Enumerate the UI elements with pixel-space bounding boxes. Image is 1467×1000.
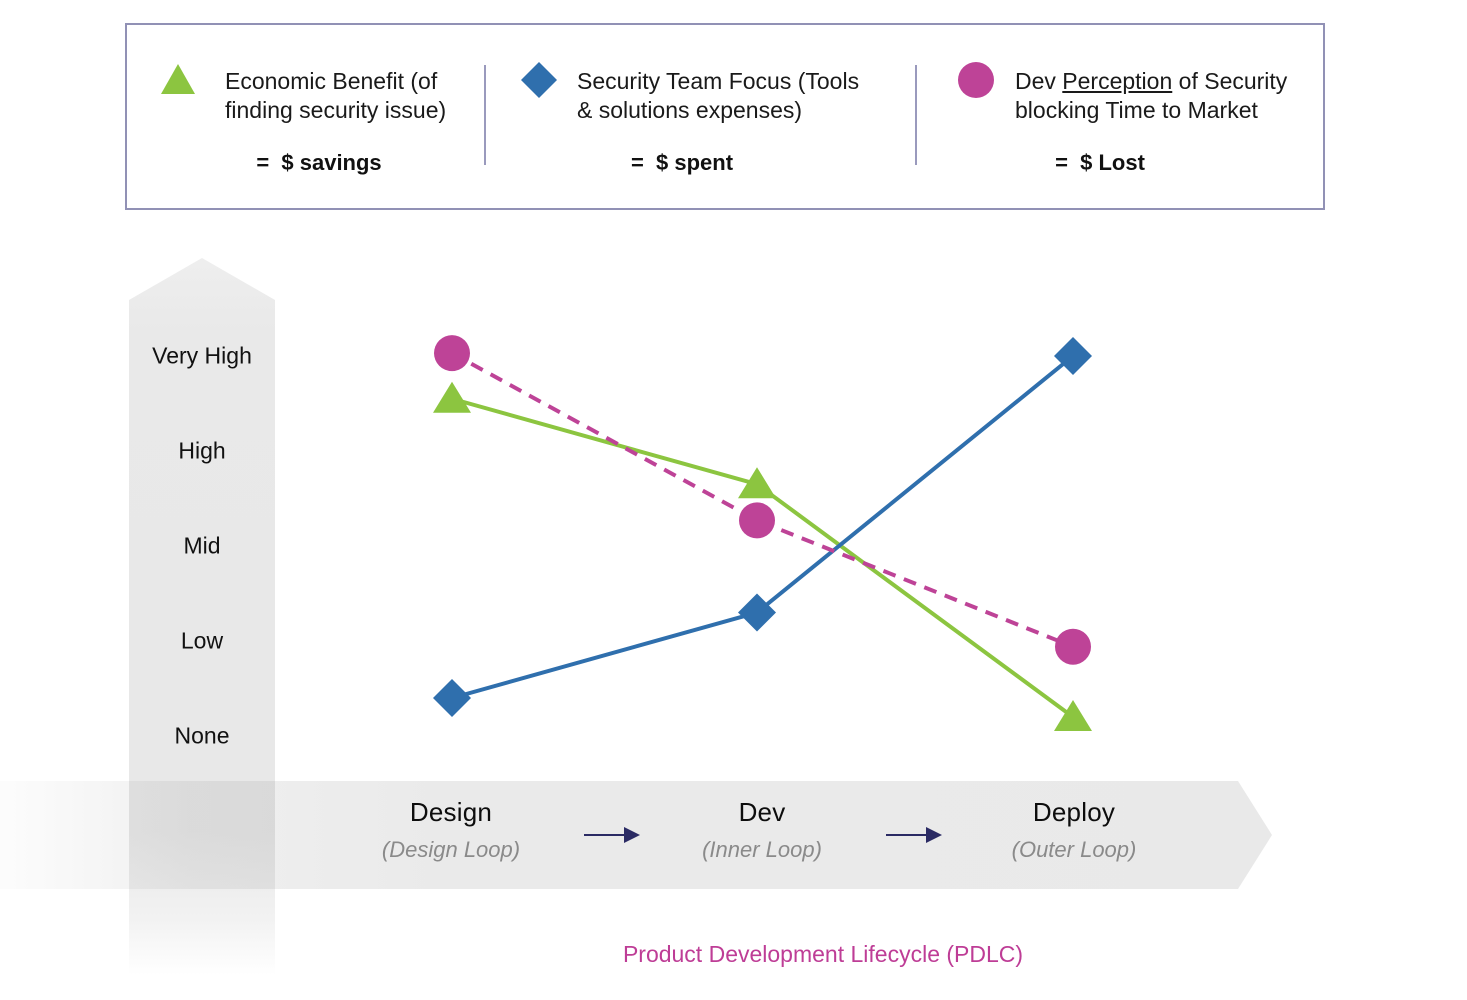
stage-loop-label: (Design Loop) bbox=[381, 837, 521, 862]
legend-value-spent: = $ spent bbox=[630, 150, 734, 175]
triangle-marker bbox=[1054, 700, 1092, 731]
legend-label-line1: Security Team Focus (Tools bbox=[577, 68, 860, 94]
legend-item-dev-perception: Dev Perception of Security blocking Time… bbox=[958, 62, 1287, 125]
legend-label-line2: & solutions expenses) bbox=[577, 97, 803, 123]
circle-marker bbox=[1055, 628, 1091, 665]
diamond-marker bbox=[433, 679, 471, 717]
circle-marker bbox=[739, 502, 775, 539]
stage-name: Design bbox=[409, 797, 493, 827]
legend-value-lost: = $ Lost bbox=[1055, 150, 1145, 175]
stage-deploy: Deploy (Outer Loop) bbox=[964, 797, 1184, 863]
y-axis-label-low: Low bbox=[180, 627, 224, 654]
diamond-marker bbox=[1054, 337, 1092, 375]
stage-loop-label: (Outer Loop) bbox=[1011, 837, 1137, 862]
legend-label-line1: Dev Perception of Security bbox=[1015, 68, 1288, 94]
y-axis-label-mid: Mid bbox=[183, 532, 221, 559]
circle-marker bbox=[434, 335, 470, 372]
triangle-marker bbox=[433, 381, 471, 413]
legend-label: Dev Perception of Security blocking Time… bbox=[1015, 67, 1287, 125]
circle-icon bbox=[958, 62, 994, 98]
diamond-icon bbox=[521, 62, 557, 98]
legend-divider bbox=[484, 65, 486, 165]
stage-loop-label: (Inner Loop) bbox=[702, 837, 822, 862]
triangle-marker bbox=[738, 467, 776, 499]
flow-arrow-icon bbox=[584, 827, 640, 843]
legend-item-economic-benefit: Economic Benefit (of finding security is… bbox=[161, 62, 446, 125]
y-axis-label-none: None bbox=[174, 722, 230, 749]
stage-name: Dev bbox=[738, 797, 786, 827]
legend-label: Economic Benefit (of finding security is… bbox=[225, 67, 446, 125]
flow-arrow-icon bbox=[886, 827, 942, 843]
series-line-triangle bbox=[451, 396, 1075, 719]
stage-name: Deploy bbox=[1032, 797, 1116, 827]
diamond-marker bbox=[738, 593, 776, 632]
triangle-icon bbox=[161, 64, 195, 94]
footer-title: Product Development Lifecycle (PDLC) bbox=[622, 941, 1024, 967]
legend-label-line2: blocking Time to Market bbox=[1015, 97, 1258, 123]
legend-label-line2: finding security issue) bbox=[225, 97, 447, 123]
stage-dev: Dev (Inner Loop) bbox=[652, 797, 872, 863]
y-axis-label-very-high: Very High bbox=[152, 342, 252, 369]
stage-design: Design (Design Loop) bbox=[341, 797, 561, 863]
legend-label-line1: Economic Benefit (of bbox=[225, 68, 438, 94]
legend-label: Security Team Focus (Tools & solutions e… bbox=[577, 67, 859, 125]
y-axis-arrow: Very High High Mid Low None bbox=[129, 258, 275, 975]
legend-item-security-team-focus: Security Team Focus (Tools & solutions e… bbox=[521, 62, 859, 125]
legend-box: Economic Benefit (of finding security is… bbox=[125, 23, 1325, 210]
legend-value-savings: = $ savings bbox=[256, 150, 382, 175]
y-axis-label-high: High bbox=[178, 437, 226, 464]
series-line-circle bbox=[451, 351, 1074, 649]
legend-divider bbox=[915, 65, 917, 165]
